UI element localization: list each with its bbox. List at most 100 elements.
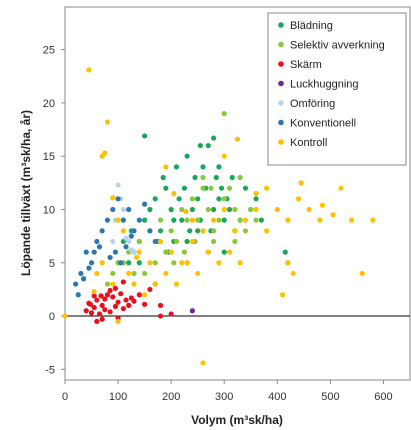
point-konventionell: [86, 265, 92, 271]
point-skärm: [99, 316, 105, 322]
point-kontroll: [221, 206, 227, 213]
point-kontroll: [157, 238, 164, 245]
point-kontroll: [91, 288, 97, 295]
point-selektiv-avverkning: [152, 260, 158, 266]
point-kontroll: [131, 281, 137, 287]
point-konventionell: [131, 228, 137, 234]
point-luckhuggning: [189, 308, 195, 314]
x-tick-label: 200: [162, 391, 180, 403]
point-blädning: [184, 238, 190, 245]
point-blädning: [168, 206, 174, 213]
legend-marker: [278, 100, 284, 106]
point-kontroll: [171, 190, 177, 197]
point-selektiv-avverkning: [184, 217, 190, 223]
point-kontroll: [306, 206, 312, 213]
point-konventionell: [120, 217, 126, 223]
x-tick-label: 600: [374, 391, 392, 403]
point-blädning: [181, 185, 188, 191]
point-kontroll: [120, 228, 126, 234]
point-skärm: [91, 304, 97, 311]
point-kontroll: [168, 249, 174, 255]
point-kontroll: [110, 195, 116, 201]
point-kontroll: [232, 228, 238, 234]
point-konventionell: [110, 206, 116, 213]
y-tick-label: 5: [49, 258, 55, 270]
point-selektiv-avverkning: [104, 281, 111, 287]
point-skärm: [87, 301, 94, 307]
point-skärm: [112, 303, 119, 310]
point-kontroll: [94, 270, 100, 277]
point-kontroll: [317, 217, 323, 223]
point-selektiv-avverkning: [237, 217, 243, 223]
x-tick-label: 300: [215, 391, 233, 403]
point-kontroll: [200, 360, 206, 366]
point-konventionell: [83, 249, 89, 255]
point-selektiv-avverkning: [168, 228, 174, 234]
point-blädning: [242, 185, 249, 191]
legend-label: Omföring: [290, 98, 335, 110]
legend-label: Luckhuggning: [290, 79, 359, 91]
point-selektiv-avverkning: [211, 238, 217, 245]
point-kontroll: [99, 260, 105, 266]
point-konventionell: [104, 217, 111, 223]
point-selektiv-avverkning: [232, 238, 238, 245]
point-kontroll: [99, 153, 105, 159]
point-blädning: [221, 217, 227, 223]
point-blädning: [160, 174, 166, 181]
point-kontroll: [189, 217, 195, 223]
point-skärm: [110, 294, 116, 300]
x-tick-label: 0: [62, 391, 68, 403]
point-blädning: [184, 153, 190, 159]
point-skärm: [123, 297, 129, 303]
point-kontroll: [242, 217, 249, 223]
legend-label: Blädning: [290, 20, 333, 32]
point-skärm: [98, 293, 104, 299]
point-kontroll: [110, 281, 116, 287]
point-blädning: [221, 249, 227, 255]
point-kontroll: [216, 260, 222, 266]
y-axis-ticks: -5 0 5 10 15 20 25: [43, 45, 65, 376]
legend-label: Kontroll: [290, 137, 327, 149]
point-blädning: [147, 206, 153, 213]
point-blädning: [229, 174, 235, 181]
point-blädning: [126, 260, 132, 266]
point-skärm: [147, 286, 153, 293]
point-selektiv-avverkning: [136, 238, 142, 245]
y-tick-label: 10: [43, 204, 55, 216]
point-selektiv-avverkning: [200, 174, 206, 181]
point-selektiv-avverkning: [195, 217, 201, 223]
point-kontroll: [280, 292, 286, 298]
x-tick-label: 100: [109, 391, 127, 403]
point-konventionell: [94, 238, 100, 245]
point-selektiv-avverkning: [163, 249, 169, 255]
point-skärm: [107, 287, 113, 294]
point-skärm: [157, 313, 164, 319]
point-kontroll: [264, 228, 270, 234]
point-blädning: [142, 133, 148, 139]
point-kontroll: [319, 202, 326, 208]
point-blädning: [187, 228, 193, 234]
point-skärm: [96, 311, 103, 317]
y-tick-label: 15: [43, 151, 55, 163]
point-konventionell: [96, 244, 103, 250]
point-blädning: [195, 196, 201, 202]
point-skärm: [104, 292, 111, 298]
point-kontroll: [290, 270, 296, 277]
point-selektiv-avverkning: [181, 249, 188, 255]
point-blädning: [211, 206, 217, 213]
point-kontroll: [253, 206, 259, 213]
point-selektiv-avverkning: [142, 270, 148, 277]
point-skärm: [128, 295, 134, 301]
point-blädning: [179, 217, 185, 223]
point-kontroll: [285, 260, 291, 266]
legend-marker: [278, 119, 284, 126]
point-blädning: [282, 249, 288, 255]
point-kontroll: [152, 281, 158, 287]
legend-items: Blädning Selektiv avverkning Skärm Luckhugg…: [278, 20, 385, 149]
point-kontroll: [126, 270, 132, 277]
point-kontroll: [298, 180, 304, 186]
point-konventionell: [75, 292, 81, 298]
legend-marker: [278, 61, 284, 67]
point-kontroll: [115, 318, 121, 324]
point-konventionell: [99, 228, 105, 234]
